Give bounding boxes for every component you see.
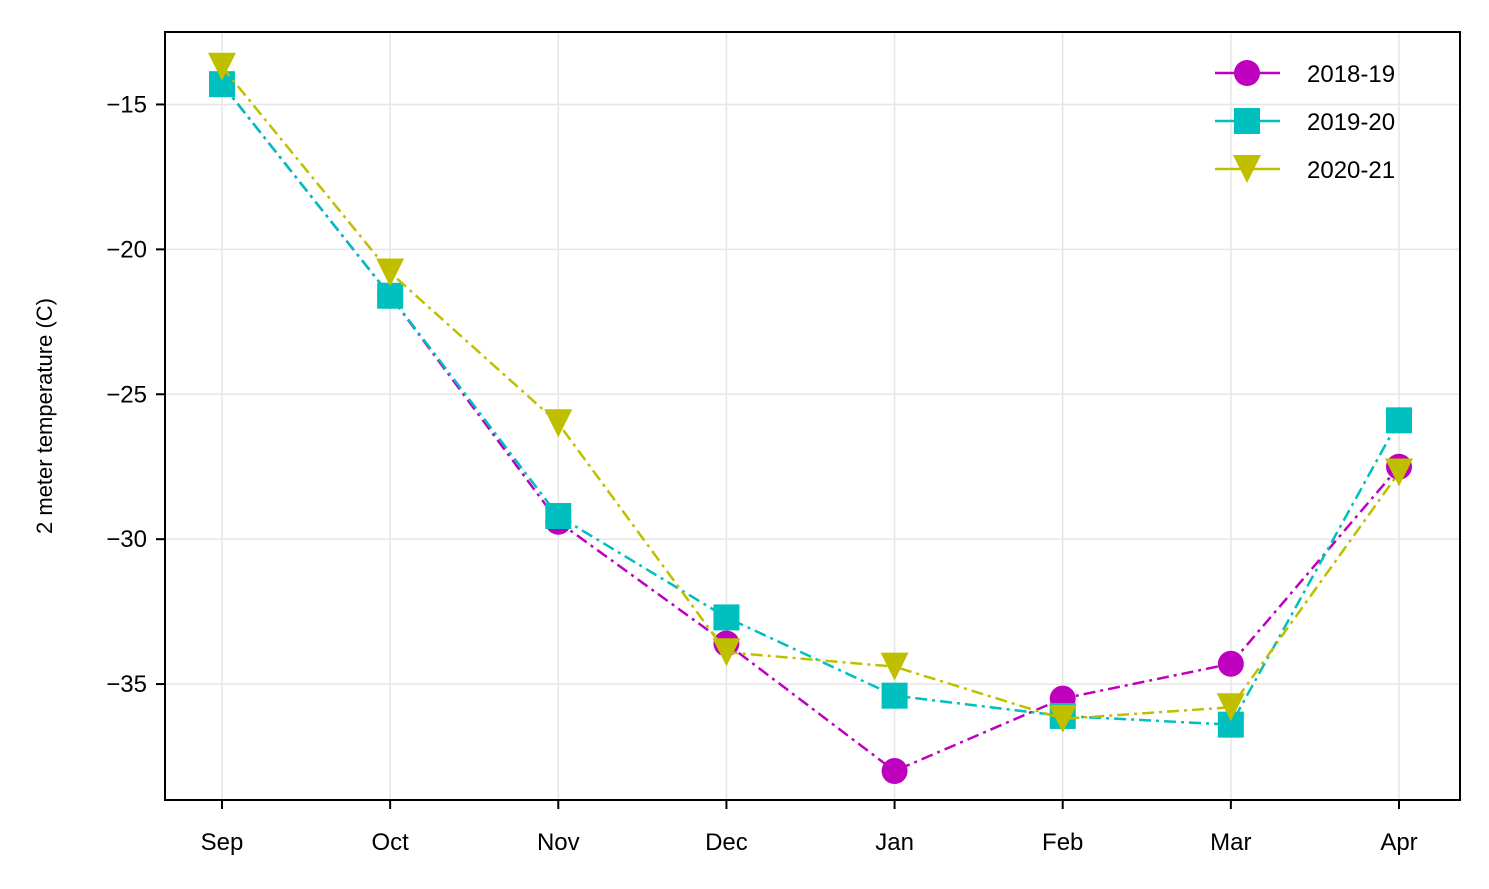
grid-lines: [165, 32, 1460, 800]
data-point: [881, 758, 908, 785]
y-tick-label: −25: [106, 381, 147, 408]
y-tick-label: −30: [106, 526, 147, 553]
series-line: [221, 65, 1401, 721]
series-2020-21: [208, 52, 1413, 733]
x-tick-label: Mar: [1210, 829, 1251, 856]
data-point: [1385, 458, 1413, 487]
x-tick-label: Apr: [1380, 829, 1417, 856]
legend-marker: [1234, 108, 1260, 134]
x-tick-label: Sep: [201, 829, 244, 856]
data-point: [712, 638, 741, 667]
x-tick-label: Oct: [371, 829, 409, 856]
data-point: [1217, 650, 1244, 677]
data-point: [880, 652, 909, 681]
data-point: [1386, 407, 1412, 434]
legend: 2018-19 2019-20 2020-21: [1215, 60, 1395, 184]
legend-label: 2018-19: [1307, 61, 1395, 88]
data-point: [208, 52, 236, 81]
data-point: [377, 282, 404, 309]
legend-entry: 2018-19: [1215, 60, 1395, 88]
x-tick-label: Feb: [1042, 829, 1083, 856]
y-tick-label: −15: [106, 91, 147, 118]
data-point: [713, 604, 740, 631]
data-point: [881, 682, 908, 709]
data-point: [1216, 693, 1245, 722]
y-axis: −35 −30 −25 −20 −15: [106, 91, 165, 698]
y-tick-label: −20: [106, 236, 147, 263]
data-point: [376, 258, 405, 287]
data-point: [1048, 704, 1077, 733]
legend-entry: 2019-20: [1215, 108, 1395, 136]
data-point: [545, 502, 572, 529]
legend-label: 2019-20: [1307, 109, 1395, 136]
legend-label: 2020-21: [1307, 157, 1395, 184]
legend-entry: 2020-21: [1215, 155, 1395, 184]
x-tick-label: Jan: [875, 829, 914, 856]
legend-marker: [1234, 60, 1260, 86]
x-tick-label: Nov: [537, 829, 580, 856]
series-line: [221, 83, 1401, 726]
y-axis-label: 2 meter temperature (C): [32, 298, 57, 534]
plot-frame: [164, 31, 1461, 801]
x-axis: Sep Oct Nov Dec Jan Feb Mar Apr: [201, 800, 1418, 856]
data-point: [544, 409, 573, 438]
legend-marker: [1233, 155, 1261, 183]
y-tick-label: −35: [106, 671, 147, 698]
series-lines: [208, 52, 1413, 785]
series-2019-20: [209, 71, 1412, 738]
x-tick-label: Dec: [705, 829, 748, 856]
